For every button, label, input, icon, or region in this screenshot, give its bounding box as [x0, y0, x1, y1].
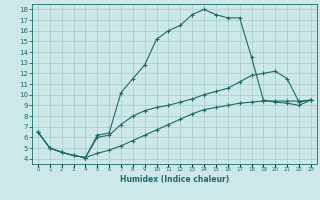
X-axis label: Humidex (Indice chaleur): Humidex (Indice chaleur) [120, 175, 229, 184]
